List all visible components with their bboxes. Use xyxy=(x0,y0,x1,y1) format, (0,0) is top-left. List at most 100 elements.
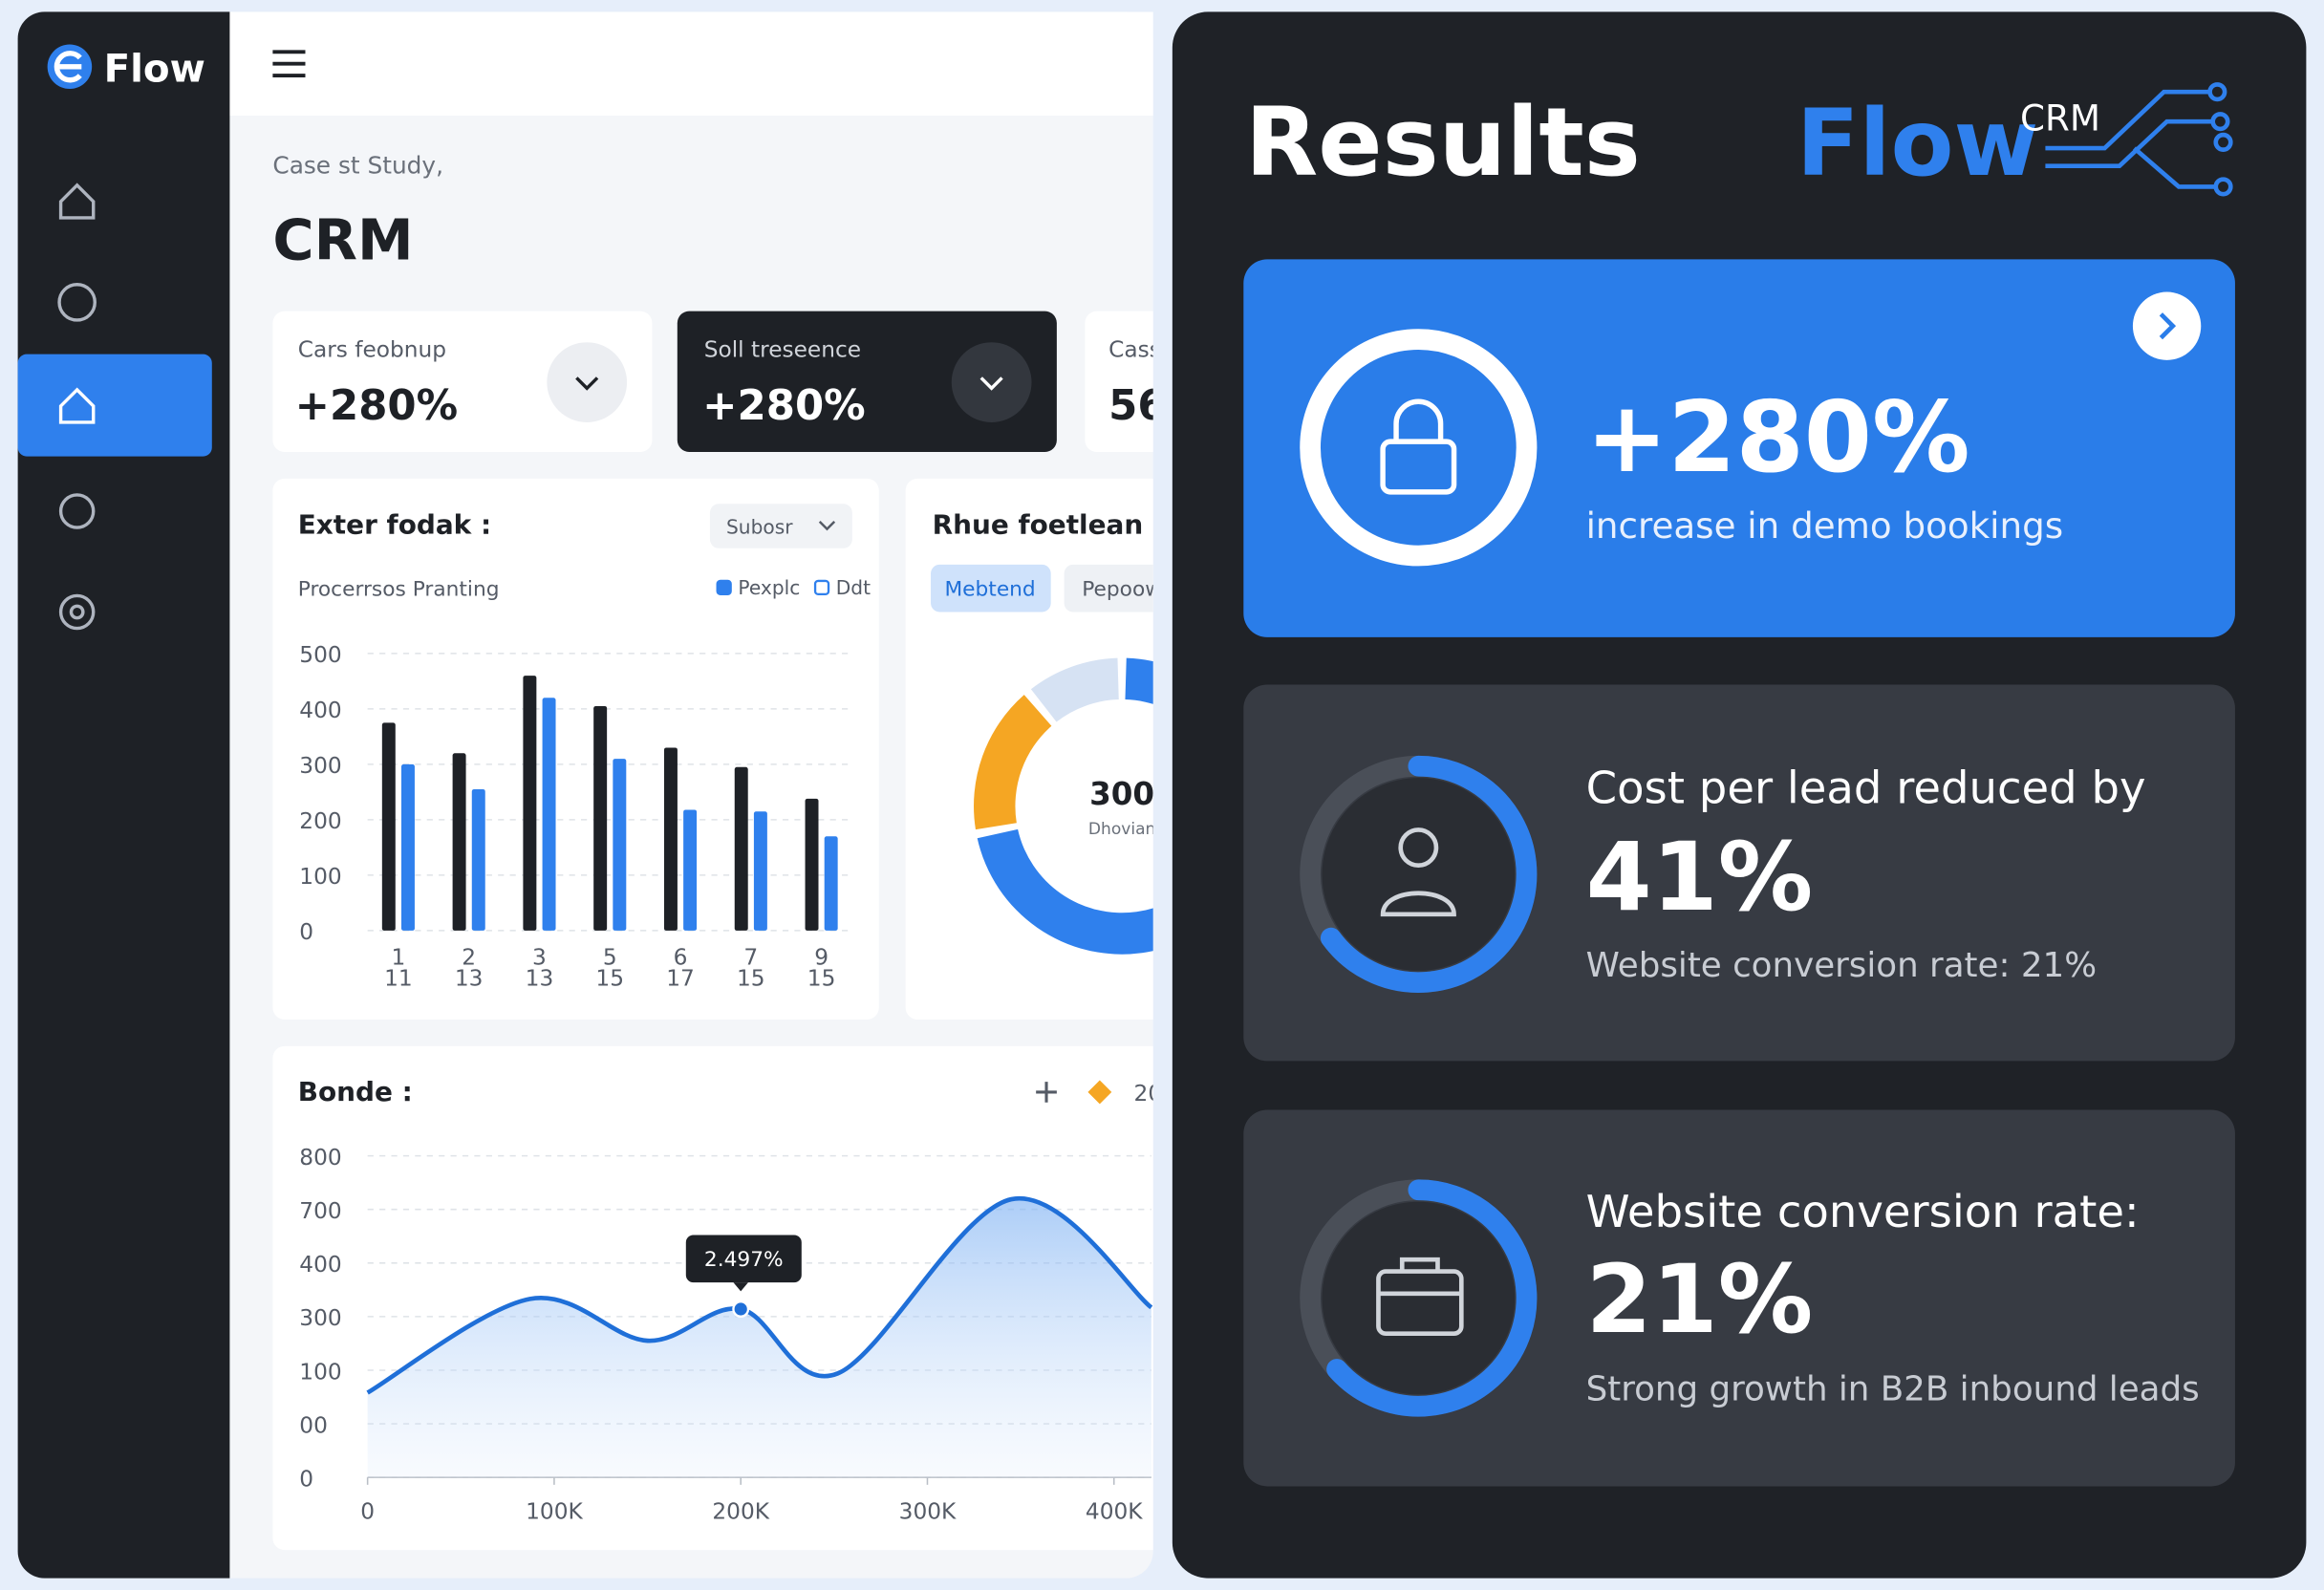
kpi-value: +280% xyxy=(295,382,458,430)
nav-active[interactable] xyxy=(17,354,212,457)
kpi-value: 56 xyxy=(1108,382,1166,430)
bar xyxy=(824,836,838,931)
tooltip-tip xyxy=(733,1282,748,1292)
bar xyxy=(542,698,556,931)
menu-button[interactable] xyxy=(272,50,306,78)
lock-icon xyxy=(1380,439,1457,495)
result-caption: increase in demo bookings xyxy=(1586,505,2064,547)
area xyxy=(367,1198,1151,1478)
donut-center-value: 300 xyxy=(1089,776,1154,812)
bar-chart: 0100200300400500111213313515617715915Pex… xyxy=(299,576,871,991)
logo-glyph xyxy=(54,51,82,83)
result-caption: Strong growth in B2B inbound leads xyxy=(1586,1370,2200,1409)
tab[interactable] xyxy=(1064,564,1198,612)
tab-active[interactable] xyxy=(931,564,1051,612)
bar xyxy=(734,766,748,931)
kpi-card xyxy=(677,311,1057,452)
x-tick-sublabel: 15 xyxy=(807,965,836,991)
nav-active-icon xyxy=(58,387,96,424)
add-button[interactable] xyxy=(1036,1082,1057,1103)
result-value: +280% xyxy=(1586,381,1970,495)
x-tick-sublabel: 13 xyxy=(526,965,554,991)
line xyxy=(366,1195,1153,1395)
nav-home[interactable] xyxy=(58,183,96,220)
legend-label: 20 xyxy=(1134,1081,1163,1107)
chart-subtitle: Procerrsos Pranting xyxy=(298,577,500,601)
next-button[interactable] xyxy=(2132,291,2202,360)
x-tick-label: 400K xyxy=(1086,1499,1143,1525)
x-tick-label: 100K xyxy=(526,1499,583,1525)
bar xyxy=(471,788,485,931)
nav-reports[interactable] xyxy=(57,283,97,322)
y-tick-label: 100 xyxy=(299,1359,341,1385)
brand-circuit xyxy=(2045,82,2233,197)
logo-text: Flow xyxy=(104,46,205,91)
y-tick-label: 00 xyxy=(299,1412,328,1438)
kpi-card xyxy=(1085,311,1153,452)
briefcase-icon xyxy=(1376,1257,1464,1337)
x-tick-label: 9 xyxy=(814,945,828,971)
tab-label: Mebtend xyxy=(944,577,1035,601)
donut-segment xyxy=(974,695,1052,830)
x-tick-label: 1 xyxy=(391,945,405,971)
bar xyxy=(452,753,466,931)
donut-segment xyxy=(1030,657,1119,722)
main: Case st Study, CRM Cars feobnup +280% So… xyxy=(229,11,1198,1551)
card-title: Rhue foetlean se xyxy=(933,508,1187,540)
kpi-label: Soll treseence xyxy=(704,337,861,363)
nav-settings[interactable] xyxy=(58,593,96,631)
result-card xyxy=(1243,1109,2235,1487)
legend-swatch xyxy=(813,579,830,596)
bar xyxy=(805,798,819,931)
y-tick-label: 0 xyxy=(299,919,313,945)
nav-users[interactable] xyxy=(58,493,96,529)
result-ring xyxy=(1300,329,1538,567)
kpi-value: +280% xyxy=(702,382,865,430)
filter-dropdown[interactable] xyxy=(709,504,852,548)
bar xyxy=(400,763,415,931)
legend-marker xyxy=(1087,1080,1112,1105)
bar-card xyxy=(272,478,879,1020)
y-tick-label: 400 xyxy=(299,698,341,723)
legend-swatch xyxy=(716,579,732,596)
kpi-label: Cars feobnup xyxy=(298,337,446,363)
nav-icons xyxy=(57,183,97,631)
y-tick-label: 700 xyxy=(299,1198,341,1224)
x-tick-label: 6 xyxy=(674,945,688,971)
bar xyxy=(753,811,767,931)
y-tick-label: 0 xyxy=(299,1466,313,1492)
ring-inner xyxy=(1322,1201,1516,1395)
kpi-label: Cass xyxy=(1108,337,1161,363)
result-heading: Cost per lead reduced by xyxy=(1586,763,2146,814)
tooltip xyxy=(685,1235,802,1283)
y-tick-label: 800 xyxy=(299,1145,341,1171)
sidebar xyxy=(17,11,230,1579)
y-tick-label: 400 xyxy=(299,1252,341,1278)
x-tick-sublabel: 17 xyxy=(666,965,695,991)
kpi-toggle[interactable] xyxy=(547,342,628,422)
kpi-toggle[interactable] xyxy=(951,342,1032,422)
result-ring-progress xyxy=(1326,1179,1538,1417)
x-tick-label: 200K xyxy=(712,1499,769,1525)
point xyxy=(732,1300,750,1318)
brand-sub: CRM xyxy=(2020,97,2100,139)
y-tick-label: 500 xyxy=(299,642,341,668)
user-icon xyxy=(1380,827,1456,917)
x-tick-sublabel: 13 xyxy=(455,965,484,991)
x-tick-sublabel: 15 xyxy=(595,965,624,991)
result-caption: Website conversion rate: 21% xyxy=(1586,946,2097,985)
ring-inner xyxy=(1322,778,1516,971)
bar xyxy=(523,676,537,931)
filter-label: Subosr xyxy=(726,515,793,538)
tooltip-label: 2.497% xyxy=(704,1248,784,1272)
y-tick-label: 100 xyxy=(299,864,341,890)
page-title: CRM xyxy=(272,206,413,272)
y-tick-label: 300 xyxy=(299,1305,341,1331)
tab-label: Pepoow xyxy=(1082,577,1162,601)
topbar xyxy=(229,11,1153,116)
bar xyxy=(613,759,627,931)
breadcrumb: Case st Study, xyxy=(272,151,443,179)
y-tick-label: 200 xyxy=(299,808,341,834)
